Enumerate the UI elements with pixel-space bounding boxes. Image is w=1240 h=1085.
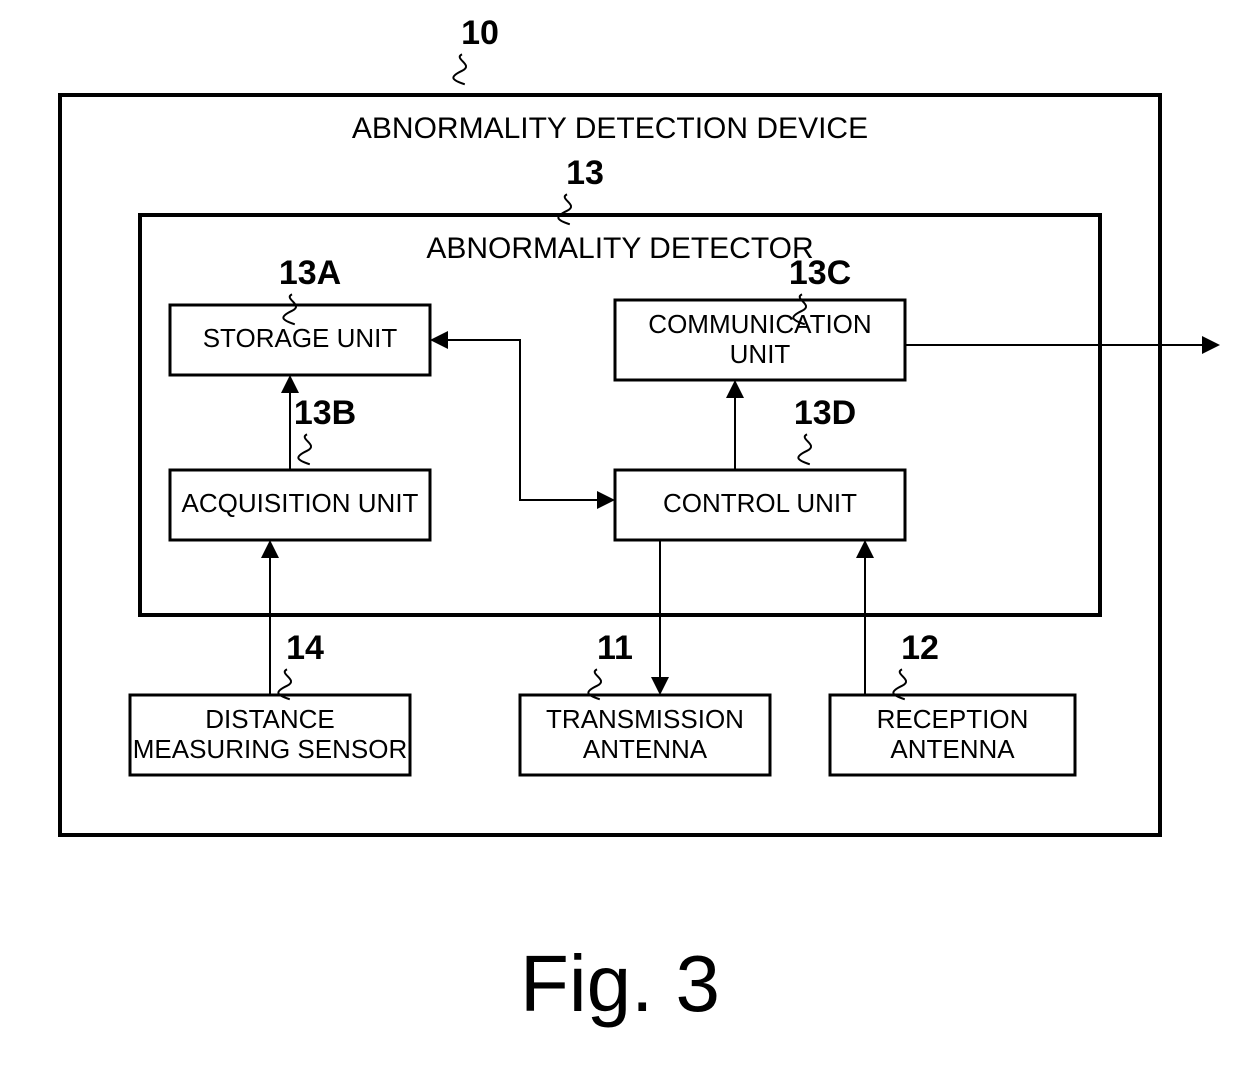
distance-sensor-label2: MEASURING SENSOR: [133, 734, 408, 764]
reference-squiggle: [453, 54, 466, 84]
detector-ref: 13: [566, 154, 604, 192]
control-unit-ref: 13D: [794, 394, 856, 432]
communication-unit-label1: COMMUNICATION: [648, 309, 871, 339]
storage-unit-ref: 13A: [279, 254, 341, 292]
transmission-antenna-ref: 11: [597, 629, 633, 667]
transmission-antenna-label2: ANTENNA: [583, 734, 708, 764]
outer-device-title: ABNORMALITY DETECTION DEVICE: [352, 112, 868, 145]
diagram-canvas: ABNORMALITY DETECTION DEVICE 10 ABNORMALIT…: [0, 0, 1240, 1085]
distance-sensor-ref: 14: [286, 629, 324, 667]
outer-device-ref: 10: [461, 14, 499, 52]
detector-title: ABNORMALITY DETECTOR: [426, 232, 813, 265]
distance-sensor-label1: DISTANCE: [205, 704, 335, 734]
acquisition-unit-label: ACQUISITION UNIT: [182, 488, 419, 518]
reception-antenna-label2: ANTENNA: [890, 734, 1015, 764]
acquisition-unit-ref: 13B: [294, 394, 356, 432]
reception-antenna-ref: 12: [901, 629, 939, 667]
figure-label: Fig. 3: [520, 939, 720, 1028]
communication-unit-ref: 13C: [789, 254, 851, 292]
transmission-antenna-label1: TRANSMISSION: [546, 704, 744, 734]
reception-antenna-label1: RECEPTION: [877, 704, 1029, 734]
communication-unit-label2: UNIT: [730, 339, 791, 369]
storage-unit-label: STORAGE UNIT: [203, 323, 398, 353]
control-unit-label: CONTROL UNIT: [663, 488, 857, 518]
arrowhead: [1202, 336, 1220, 354]
